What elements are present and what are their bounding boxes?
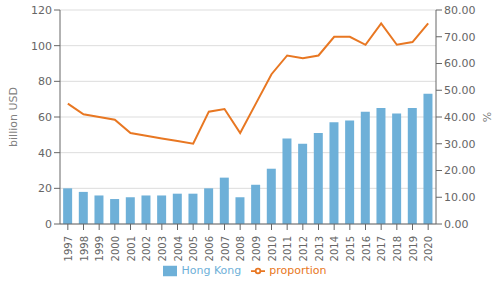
svg-text:60: 60 [38,111,52,124]
svg-text:2008: 2008 [235,236,246,261]
svg-text:2017: 2017 [376,236,387,261]
html-text:proportion: proportion [269,264,327,277]
svg-text:1998: 1998 [79,236,90,261]
svg-text:2002: 2002 [141,236,152,261]
svg-text:40: 40 [38,147,52,160]
svg-text:2012: 2012 [298,236,309,261]
svg-text:0.00: 0.00 [444,218,469,231]
html-text:Hong Kong: Hong Kong [181,264,242,277]
svg-text:2015: 2015 [345,236,356,261]
svg-text:120: 120 [31,4,52,17]
svg-text:2009: 2009 [251,236,262,261]
svg-text:2011: 2011 [282,236,293,261]
svg-text:%: % [481,112,492,122]
svg-text:2010: 2010 [267,236,278,261]
svg-text:billion USD: billion USD [8,87,20,147]
svg-text:20.00: 20.00 [444,164,476,177]
svg-text:2019: 2019 [408,236,419,261]
svg-text:0: 0 [45,218,52,231]
svg-text:100: 100 [31,40,52,53]
svg-text:2001: 2001 [126,236,137,261]
svg-text:2007: 2007 [220,236,231,261]
svg-text:60.00: 60.00 [444,57,476,70]
svg-text:30.00: 30.00 [444,138,476,151]
svg-text:2014: 2014 [329,236,340,261]
svg-text:50.00: 50.00 [444,84,476,97]
svg-text:40.00: 40.00 [444,111,476,124]
svg-text:10.00: 10.00 [444,191,476,204]
svg-text:70.00: 70.00 [444,31,476,44]
svg-text:20: 20 [38,182,52,195]
svg-text:80: 80 [38,75,52,88]
svg-text:2020: 2020 [423,236,434,261]
svg-text:2005: 2005 [188,236,199,261]
svg-text:2000: 2000 [110,236,121,261]
svg-text:1997: 1997 [63,236,74,261]
svg-text:2013: 2013 [314,236,325,261]
svg-text:2006: 2006 [204,236,215,261]
svg-text:2004: 2004 [173,236,184,261]
svg-text:2018: 2018 [392,236,403,261]
svg-text:2016: 2016 [361,236,372,261]
svg-text:80.00: 80.00 [444,4,476,17]
svg-text:2003: 2003 [157,236,168,261]
svg-text:1999: 1999 [94,236,105,261]
